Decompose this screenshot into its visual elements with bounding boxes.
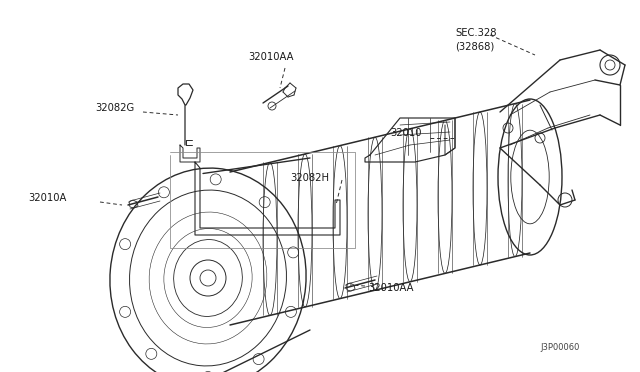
Text: 32082H: 32082H (290, 173, 329, 183)
Text: 32010AA: 32010AA (248, 52, 294, 62)
Text: J3P00060: J3P00060 (541, 343, 580, 352)
Text: 32010: 32010 (390, 128, 422, 138)
Text: 32082G: 32082G (95, 103, 134, 113)
Text: SEC.328
(32868): SEC.328 (32868) (455, 28, 497, 51)
Text: 32010A: 32010A (28, 193, 67, 203)
Text: 32010AA: 32010AA (368, 283, 413, 293)
